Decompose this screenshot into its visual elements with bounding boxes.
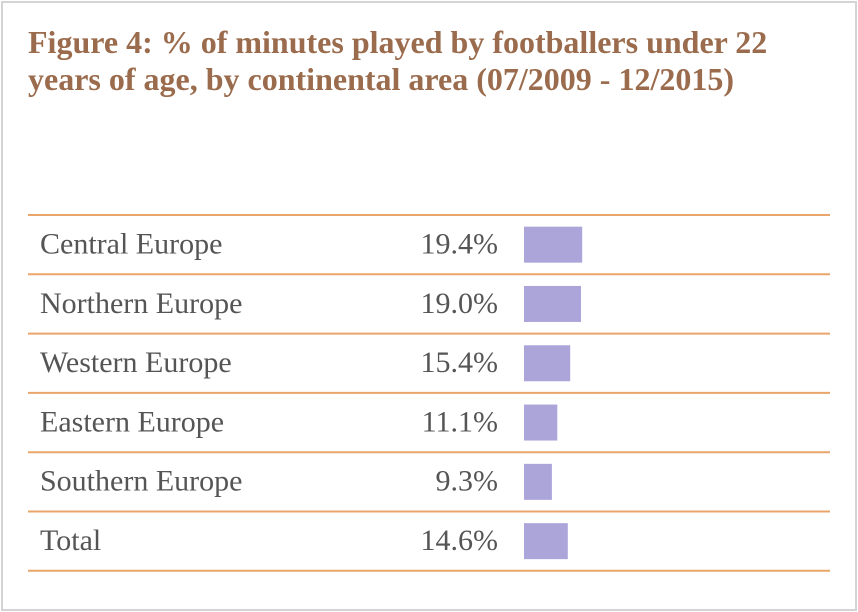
value-label: 15.4% [421,346,499,379]
category-label: Eastern Europe [40,405,224,438]
bar [524,523,568,560]
value-label: 11.1% [422,405,498,438]
bar [524,345,571,382]
category-label: Northern Europe [40,287,242,320]
bar [524,226,583,263]
category-label: Southern Europe [40,465,242,498]
chart-title: Figure 4: % of minutes played by footbal… [28,24,768,97]
value-label: 19.4% [421,228,499,261]
category-label: Total [40,524,101,557]
value-label: 19.0% [421,287,499,320]
category-label: Western Europe [40,346,232,379]
bar [524,463,552,500]
value-label: 14.6% [421,524,499,557]
category-label: Central Europe [40,228,222,261]
bar [524,404,558,441]
value-label: 9.3% [436,465,499,498]
bar [524,285,581,322]
